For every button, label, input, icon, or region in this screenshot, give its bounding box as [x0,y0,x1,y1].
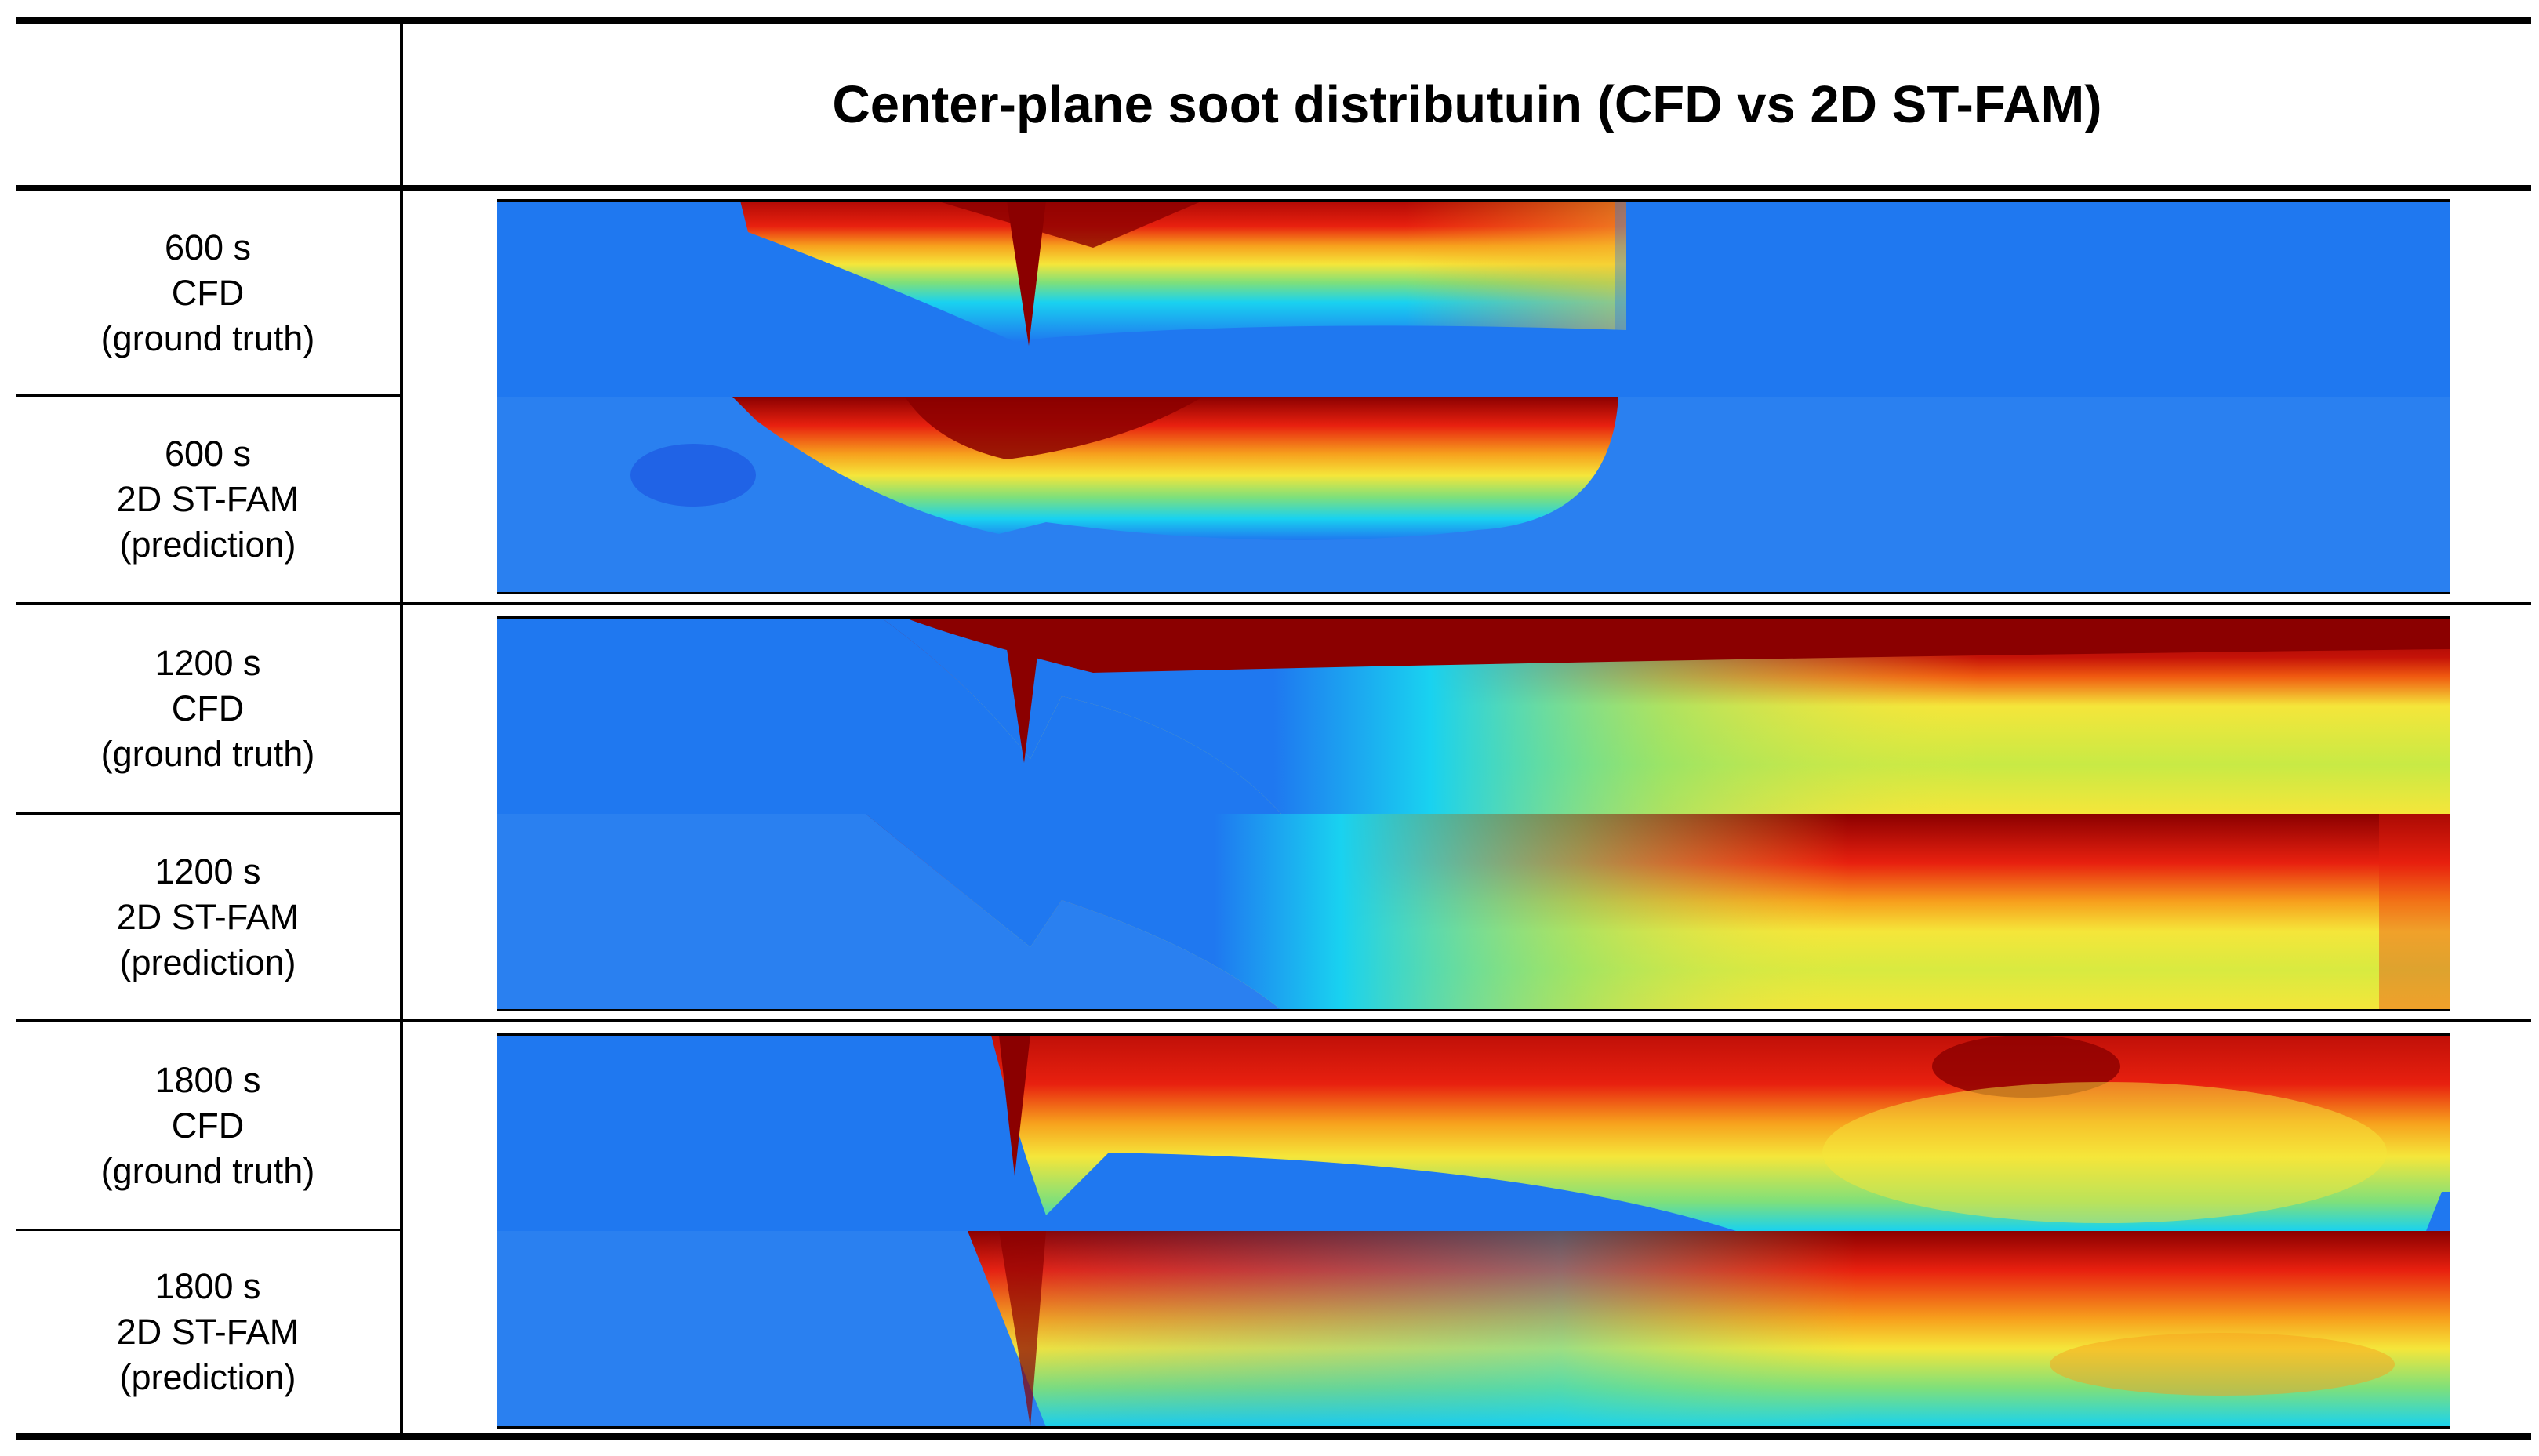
row-kind: (prediction) [119,942,296,982]
row-kind: (ground truth) [100,318,315,358]
row-label-1200-cfd: 1200 s CFD (ground truth) [16,605,400,812]
row-time: 1800 s [154,1266,261,1306]
row-time: 1200 s [154,851,261,891]
figure-title: Center-plane soot distributuin (CFD vs 2… [832,74,2102,134]
row-divider-1 [16,394,400,397]
soot-map-600-cfd [497,201,2450,397]
row-divider-2 [16,812,400,815]
row-kind: (prediction) [119,525,296,565]
soot-map-1200-cfd [497,618,2450,814]
row-method: CFD [171,688,245,728]
row-time: 600 s [164,227,252,267]
row-method: CFD [171,272,245,313]
row-label-1200-stfam: 1200 s 2D ST-FAM (prediction) [16,815,400,1019]
soot-map-1800-stfam [497,1231,2450,1427]
row-method: 2D ST-FAM [116,896,300,937]
row-label-1800-stfam: 1800 s 2D ST-FAM (prediction) [16,1231,400,1433]
row-label-600-stfam: 600 s 2D ST-FAM (prediction) [16,397,400,602]
group-rule-2 [16,1019,2531,1022]
row-method: 2D ST-FAM [116,1312,300,1352]
row-divider-3 [16,1229,400,1231]
row-label-1800-cfd: 1800 s CFD (ground truth) [16,1022,400,1229]
row-kind: (ground truth) [100,734,315,774]
row-kind: (prediction) [119,1357,296,1397]
row-label-600-cfd: 600 s CFD (ground truth) [16,191,400,394]
table-bottom-rule [16,1433,2531,1440]
column-divider [400,24,403,1435]
table-top-rule [16,17,2531,24]
row-method: 2D ST-FAM [116,479,300,519]
soot-map-1200-stfam [497,814,2450,1010]
row-method: CFD [171,1105,245,1146]
row-kind: (ground truth) [100,1150,315,1191]
row-time: 600 s [164,434,252,474]
soot-map-1800-cfd [497,1035,2450,1231]
header-rule [16,185,2531,191]
row-time: 1800 s [154,1059,261,1100]
soot-map-600-stfam [497,397,2450,593]
group-rule-1 [16,602,2531,605]
row-time: 1200 s [154,643,261,683]
